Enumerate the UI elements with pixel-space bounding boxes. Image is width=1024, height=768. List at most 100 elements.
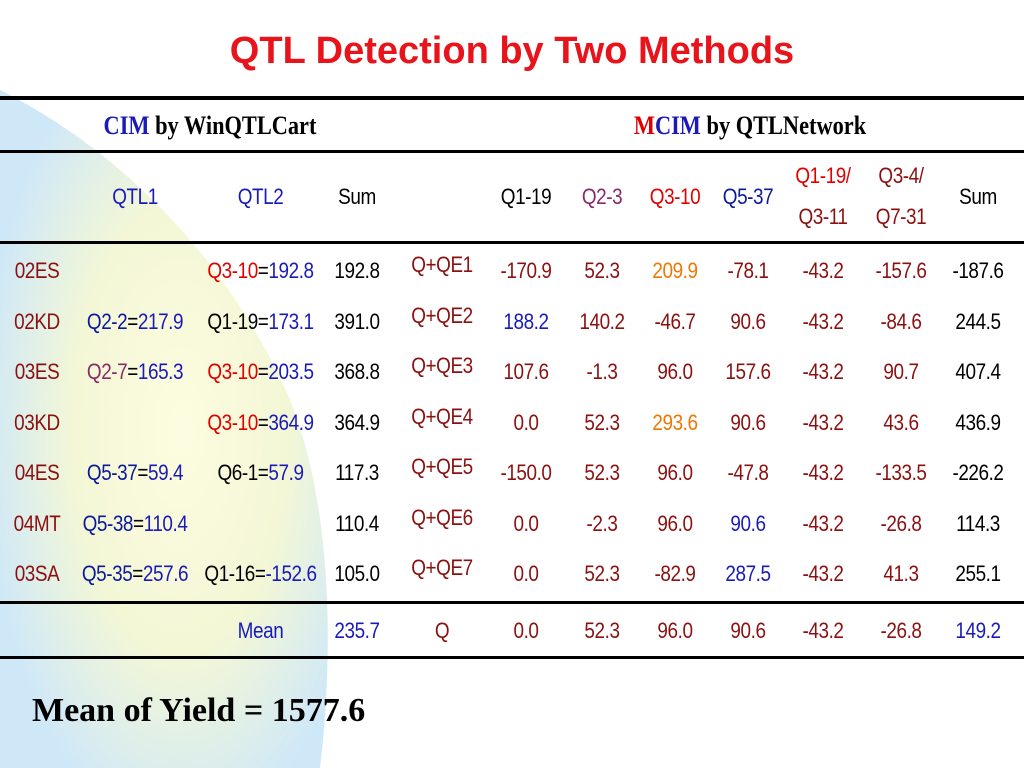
cell-qtl1: Q2-7=165.3 — [82, 353, 189, 391]
cell-sum: 368.8 — [334, 359, 380, 384]
cell-q2-3: -1.3 — [586, 359, 618, 384]
cell-qtl1: Q2-2=217.9 — [82, 303, 189, 341]
header-sum-mcim: Sum — [959, 184, 997, 209]
cell-qe: Q+QE3 — [411, 353, 473, 378]
mean-q2-3: 52.3 — [584, 618, 620, 643]
qtl2-equals: = — [257, 309, 269, 334]
qtl2-equals: = — [257, 460, 269, 485]
slide-title: QTL Detection by Two Methods — [229, 30, 795, 72]
cell-q3-4-q7-31: 90.7 — [883, 359, 919, 384]
cell-q2-3: 52.3 — [584, 258, 620, 283]
qtl1-locus: Q5-38 — [82, 511, 134, 536]
cell-qtl1 — [82, 404, 189, 442]
mcim-cim: CIM — [654, 111, 701, 140]
cell-sum-mcim: 407.4 — [955, 359, 1001, 384]
mean-total-sum: 149.2 — [955, 618, 1001, 643]
mean-label: Mean — [237, 618, 284, 643]
header-q1-19-q3-11-line1: Q1-19/ — [795, 163, 851, 188]
qtl2-locus: Q3-10 — [207, 258, 258, 283]
qtl2-locus: Q1-16 — [204, 561, 255, 586]
qtl1-locus: Q2-2 — [86, 309, 128, 334]
cell-q3-4-q7-31: -157.6 — [875, 258, 927, 283]
mean-q1-19-q3-11: -43.2 — [802, 618, 844, 643]
cell-q3-10: 96.0 — [657, 511, 693, 536]
cell-env: 02KD — [14, 309, 60, 334]
rule-bottom — [0, 656, 1024, 659]
mcim-suffix: by QTLNetwork — [700, 111, 867, 140]
cell-qtl2: Q1-16=-152.6 — [204, 555, 317, 593]
cell-qtl2: Q3-10=192.8 — [204, 252, 317, 290]
cell-qe: Q+QE5 — [411, 454, 473, 479]
mean-q3-4-q7-31: -26.8 — [880, 618, 922, 643]
qtl1-equals: = — [127, 359, 138, 384]
mean-qe: Q — [434, 618, 450, 643]
mean-q1-19: 0.0 — [513, 618, 539, 643]
cell-qe: Q+QE6 — [411, 505, 473, 530]
cell-qe: Q+QE2 — [411, 303, 473, 328]
cell-q1-19-q3-11: -43.2 — [802, 511, 844, 536]
qtl2-value: -152.6 — [265, 561, 317, 586]
qtl2-locus: Q3-10 — [207, 410, 258, 435]
cell-q3-4-q7-31: -26.8 — [880, 511, 922, 536]
cell-q2-3: 52.3 — [584, 460, 620, 485]
cell-env: 02ES — [14, 258, 60, 283]
cell-q1-19-q3-11: -43.2 — [802, 561, 844, 586]
qtl2-equals: = — [257, 410, 269, 435]
qtl2-value: 203.5 — [268, 359, 314, 384]
cell-q3-10: 96.0 — [657, 359, 693, 384]
cell-sum: 391.0 — [334, 309, 380, 334]
qtl2-locus: Q3-10 — [207, 359, 258, 384]
qtl1-value: 257.6 — [142, 561, 189, 586]
qtl2-value: 57.9 — [268, 460, 304, 485]
cell-q5-37: 157.6 — [725, 359, 771, 384]
cell-q2-3: 140.2 — [579, 309, 625, 334]
qtl2-locus: Q6-1 — [217, 460, 258, 485]
cell-sum-mcim: -226.2 — [952, 460, 1004, 485]
cell-q3-4-q7-31: 43.6 — [883, 410, 919, 435]
cell-env: 03ES — [14, 359, 60, 384]
qtl2-locus: Q1-19 — [207, 309, 258, 334]
cell-sum: 117.3 — [335, 460, 379, 485]
cell-sum-mcim: -187.6 — [952, 258, 1004, 283]
qtl1-locus: Q2-7 — [86, 359, 128, 384]
header-q2-3: Q2-3 — [581, 184, 623, 209]
header-q5-37: Q5-37 — [722, 184, 774, 209]
cell-q1-19: 0.0 — [513, 511, 539, 536]
cell-sum-mcim: 255.1 — [955, 561, 1001, 586]
cell-qe: Q+QE4 — [411, 404, 473, 429]
cell-qe: Q+QE1 — [411, 252, 473, 277]
qtl2-value: 192.8 — [268, 258, 314, 283]
mean-of-yield: Mean of Yield = 1577.6 — [32, 692, 366, 729]
cell-q5-37: 287.5 — [725, 561, 771, 586]
cell-q1-19: 107.6 — [503, 359, 549, 384]
header-q1-19-q3-11-line2: Q3-11 — [798, 204, 848, 229]
cell-q2-3: 52.3 — [584, 410, 620, 435]
cell-q1-19-q3-11: -43.2 — [802, 309, 844, 334]
cell-q3-4-q7-31: -133.5 — [875, 460, 927, 485]
qtl1-equals: = — [137, 460, 148, 485]
cell-q1-19: -150.0 — [500, 460, 552, 485]
cell-qtl1: Q5-37=59.4 — [82, 454, 189, 492]
qtl1-equals: = — [132, 561, 143, 586]
cell-env: 03SA — [14, 561, 60, 586]
cell-sum-mcim: 114.3 — [956, 511, 1000, 536]
header-q1-19: Q1-19 — [500, 184, 552, 209]
cell-qtl2: Q1-19=173.1 — [204, 303, 317, 341]
qtl2-equals: = — [257, 258, 269, 283]
cim-suffix: by WinQTLCart — [149, 111, 317, 140]
qtl1-value: 110.4 — [143, 511, 188, 536]
cell-q3-10: -46.7 — [654, 309, 696, 334]
qtl1-value: 217.9 — [137, 309, 184, 334]
cim-label: CIM — [103, 111, 150, 140]
cim-group-header: CIM by WinQTLCart — [81, 108, 339, 144]
qtl2-equals: = — [254, 561, 266, 586]
header-q3-4-q7-31-line2: Q7-31 — [875, 204, 927, 229]
mean-q5-37: 90.6 — [730, 618, 766, 643]
cell-sum: 110.4 — [335, 511, 379, 536]
cell-sum-mcim: 244.5 — [955, 309, 1001, 334]
mcim-m: M — [633, 111, 655, 140]
cell-sum: 364.9 — [334, 410, 380, 435]
header-q3-10: Q3-10 — [649, 184, 701, 209]
cell-env: 04MT — [13, 511, 61, 536]
qtl1-locus: Q5-37 — [86, 460, 138, 485]
